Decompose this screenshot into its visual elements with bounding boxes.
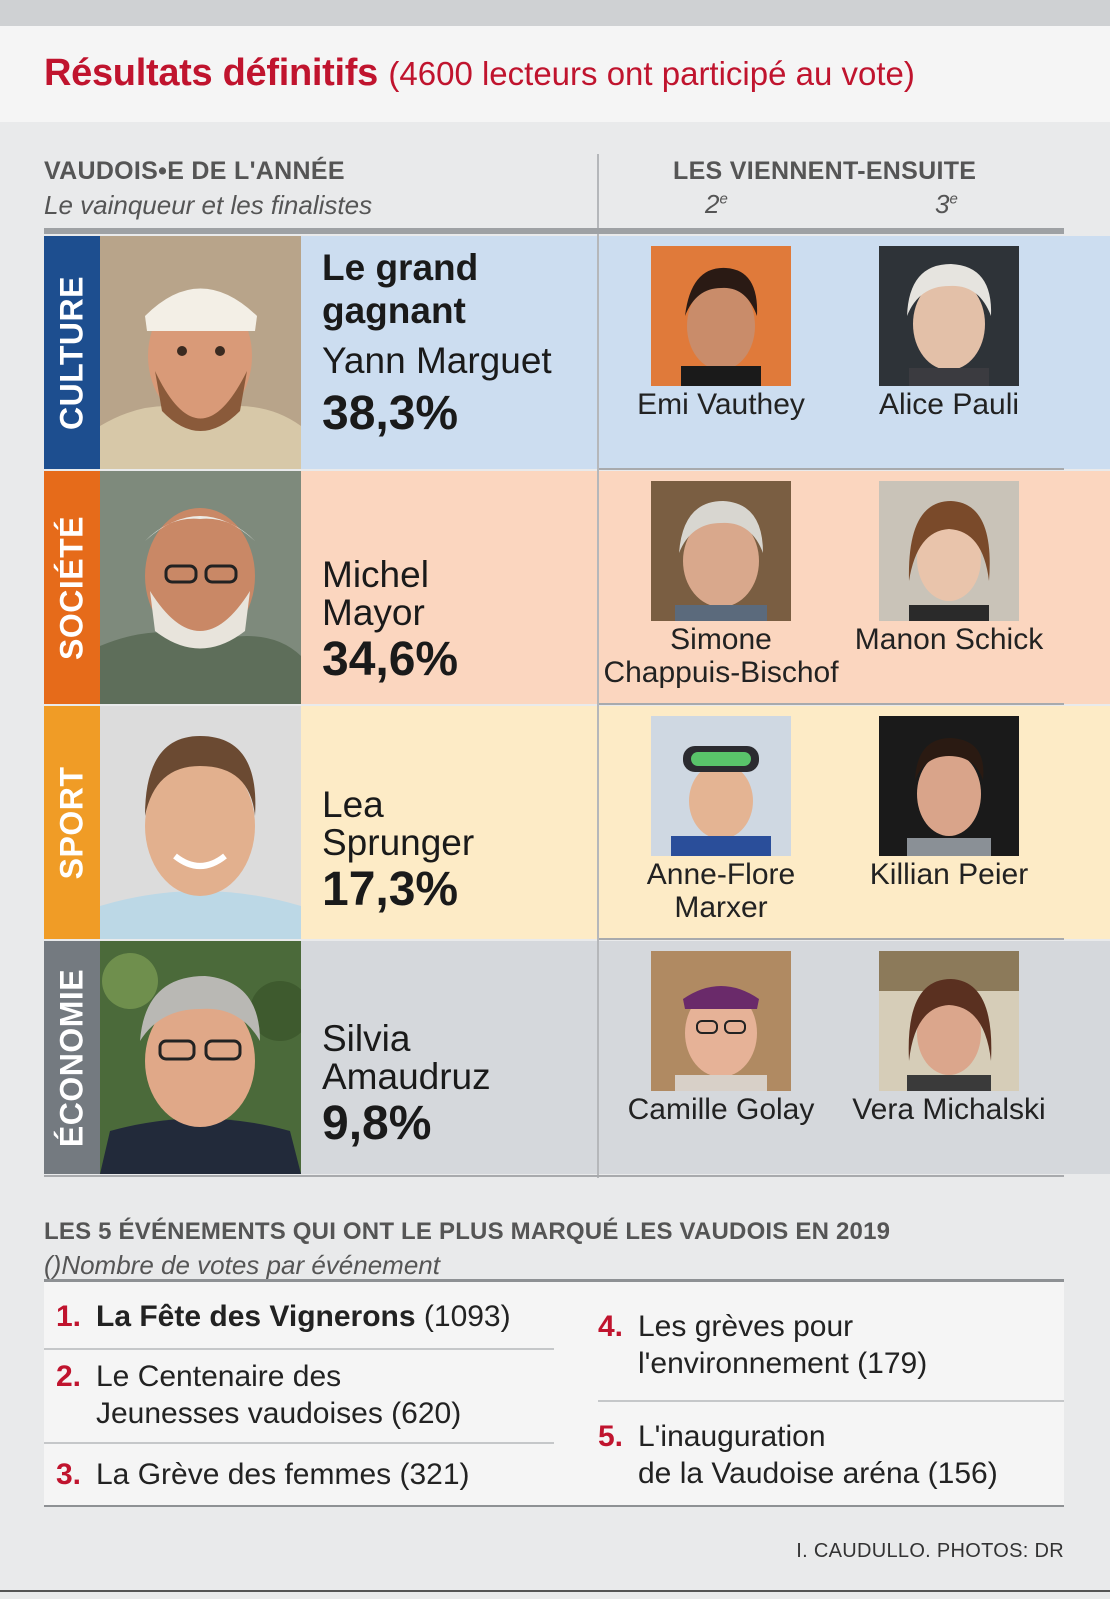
- column-divider: [597, 154, 599, 1178]
- event-rank: 4.: [598, 1310, 624, 1343]
- winner-culture: Le grand gagnant Yann Marguet 38,3%: [322, 246, 552, 442]
- event-item-1: 1. La Fête des Vignerons (1093): [56, 1298, 511, 1335]
- header-band: [0, 26, 1110, 122]
- category-label: SPORT: [53, 766, 90, 879]
- right-column-heading: LES VIENNENT-ENSUITE: [673, 157, 977, 185]
- event-title-line2: l'environnement (179): [638, 1347, 928, 1380]
- category-societe: SOCIÉTÉ: [44, 471, 100, 704]
- runner-name-second: Emi Vauthey: [637, 388, 805, 421]
- runner-photo-vera-michalski: [879, 951, 1019, 1091]
- table-top-rule: [44, 228, 1064, 234]
- winner-name: Silvia Amaudruz: [322, 1018, 491, 1097]
- winner-photo-societe: [100, 471, 301, 704]
- title-subtitle: (4600 lecteurs ont participé au vote): [388, 55, 915, 92]
- category-economie: ÉCONOMIE: [44, 941, 100, 1174]
- runner-photo-manon-schick: [879, 481, 1019, 621]
- event-title-line2: Jeunesses vaudoises (620): [96, 1397, 462, 1430]
- event-divider: [598, 1400, 1064, 1402]
- winner-name: Michel Mayor: [322, 554, 429, 633]
- event-rank: 2.: [56, 1360, 82, 1393]
- category-label: SOCIÉTÉ: [53, 515, 90, 660]
- runner-photo-alice-pauli: [879, 246, 1019, 386]
- category-culture: CULTURE: [44, 236, 100, 469]
- row-divider: [599, 938, 1064, 940]
- winner-photo-sport: [100, 706, 301, 939]
- table-bottom-rule: [44, 1175, 1064, 1177]
- event-count: (1093): [423, 1300, 511, 1333]
- runner-name-third: Killian Peier: [869, 858, 1029, 891]
- runner-name-third: Manon Schick: [854, 623, 1044, 656]
- winner-photo-economie: [100, 941, 301, 1174]
- event-rank: 3.: [56, 1458, 82, 1491]
- runner-name-second: Camille Golay: [627, 1093, 815, 1126]
- title-strong: Résultats définitifs: [44, 52, 378, 94]
- runner-photo-simone-chappuis-bischof: [651, 481, 791, 621]
- left-column-subheading: Le vainqueur et les finalistes: [44, 190, 373, 220]
- rank-second-label: 2e: [705, 189, 728, 220]
- runner-photo-camille-golay: [651, 951, 791, 1091]
- runner-name-third: Vera Michalski: [852, 1093, 1046, 1126]
- runner-photo-killian-peier: [879, 716, 1019, 856]
- top-strip: [0, 0, 1110, 26]
- photo-credit: I. CAUDULLO. PHOTOS: DR: [796, 1540, 1064, 1562]
- rank-third-suffix: e: [949, 190, 958, 208]
- event-title-line2: de la Vaudoise aréna (156): [638, 1457, 998, 1490]
- left-column-heading: VAUDOIS•E DE L'ANNÉE: [44, 157, 345, 185]
- runner-photo-anne-flore-marxer: [651, 716, 791, 856]
- winner-percent: 38,3%: [322, 387, 459, 440]
- events-box: [44, 1282, 1064, 1505]
- events-heading: LES 5 ÉVÉNEMENTS QUI ONT LE PLUS MARQUÉ …: [44, 1218, 891, 1245]
- event-divider: [44, 1442, 554, 1444]
- event-divider: [44, 1348, 554, 1350]
- category-label: ÉCONOMIE: [53, 968, 90, 1147]
- winner-economie: Silvia Amaudruz 9,8%: [322, 1020, 522, 1152]
- runner-name-second: Anne-Flore Marxer: [646, 858, 796, 924]
- page-title: Résultats définitifs (4600 lecteurs ont …: [44, 52, 915, 95]
- rank-second-number: 2: [705, 189, 720, 219]
- winner-label: Le grand gagnant: [322, 247, 479, 331]
- winner-percent: 17,3%: [322, 863, 459, 916]
- event-rank: 5.: [598, 1420, 624, 1453]
- event-title: La Grève des femmes (321): [96, 1458, 470, 1491]
- runner-name-second: Simone Chappuis-Bischof: [603, 623, 839, 689]
- event-rank: 1.: [56, 1300, 82, 1333]
- event-title: Les grèves pour: [638, 1310, 854, 1343]
- events-bottom-rule: [44, 1505, 1064, 1507]
- winner-percent: 9,8%: [322, 1097, 432, 1150]
- event-title: L'inauguration: [638, 1420, 826, 1453]
- category-label: CULTURE: [53, 275, 90, 430]
- category-sport: SPORT: [44, 706, 100, 939]
- winner-photo-culture: [100, 236, 301, 469]
- runner-name-third: Alice Pauli: [878, 388, 1020, 421]
- event-item-4: 4. Les grèves pour l'environnement (179): [598, 1308, 927, 1382]
- winner-sport: Lea Sprunger 17,3%: [322, 786, 522, 918]
- winner-name: Lea Sprunger: [322, 784, 475, 863]
- rank-third-label: 3e: [935, 189, 958, 220]
- winner-percent: 34,6%: [322, 633, 459, 686]
- row-divider: [599, 703, 1064, 705]
- runner-photo-emi-vauthey: [651, 246, 791, 386]
- event-item-5: 5. L'inauguration de la Vaudoise aréna (…: [598, 1418, 998, 1492]
- events-subheading: ()Nombre de votes par événement: [44, 1250, 440, 1280]
- event-title: Le Centenaire des: [96, 1360, 342, 1393]
- rank-third-number: 3: [935, 189, 950, 219]
- event-item-3: 3. La Grève des femmes (321): [56, 1456, 470, 1493]
- event-title: La Fête des Vignerons: [96, 1300, 416, 1333]
- row-divider: [599, 468, 1064, 470]
- rank-second-suffix: e: [719, 190, 728, 208]
- bottom-rule: [0, 1590, 1110, 1592]
- event-item-2: 2. Le Centenaire des Jeunesses vaudoises…: [56, 1358, 461, 1432]
- winner-societe: Michel Mayor 34,6%: [322, 556, 522, 688]
- winner-name: Yann Marguet: [322, 340, 552, 381]
